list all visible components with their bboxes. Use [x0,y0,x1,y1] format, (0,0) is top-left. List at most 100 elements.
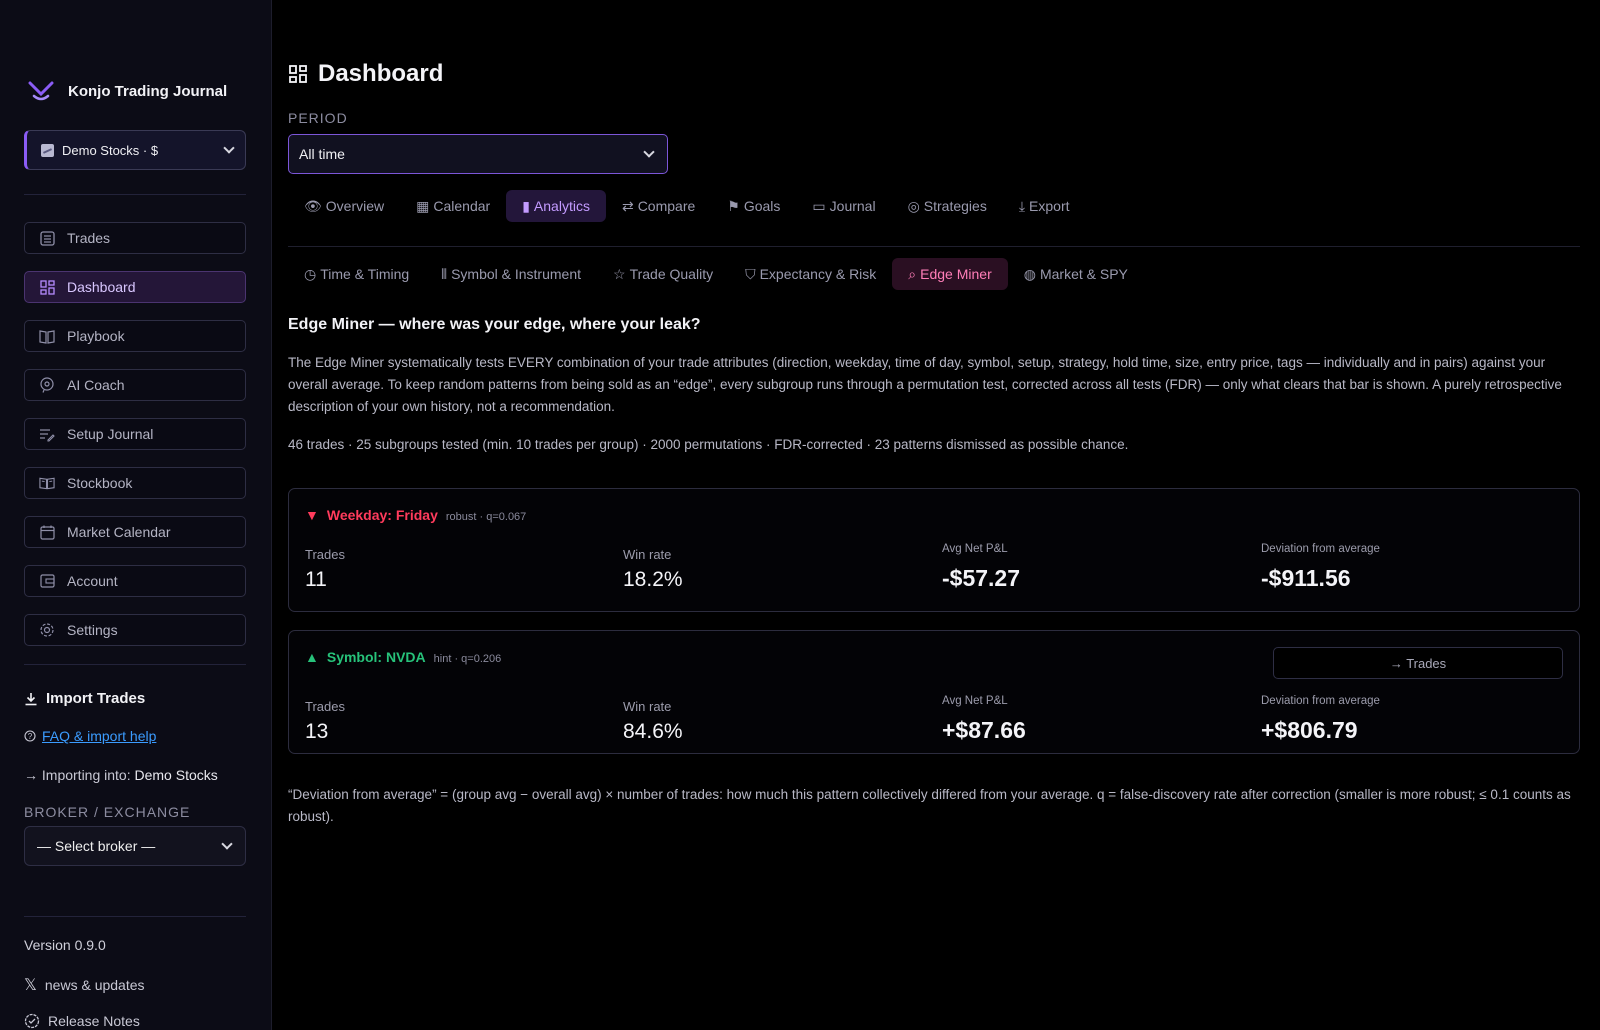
page-title-text: Dashboard [318,60,444,87]
subtab-time-timing[interactable]: ◷ Time & Timing [288,258,425,290]
metric-winrate: Win rate 18.2% [623,547,683,592]
help-icon: ? [24,730,36,742]
import-trades-title: Import Trades [24,690,145,707]
section-description: The Edge Miner systematically tests EVER… [288,355,1562,414]
metric-value: -$57.27 [942,565,1021,591]
release-notes-link[interactable]: Release Notes [24,1013,140,1029]
calendar-icon: ▦ [416,197,430,214]
pattern-meta: robust · q=0.067 [445,511,527,523]
tab-goals[interactable]: ⚑ Goals [711,190,796,222]
page-title: Dashboard [288,60,443,88]
sidebar-item-setup-journal[interactable]: Setup Journal [24,418,246,450]
bar-chart-icon: ▮ [522,197,530,214]
account-select[interactable]: Demo Stocks · $ [24,130,246,170]
list-icon [39,230,55,246]
pattern-name: Symbol: NVDA [326,649,426,665]
metric-label: Avg Net P&L [942,543,1008,555]
sidebar-nav: Trades Dashboard Playbook AI Coach Setup… [24,222,246,663]
candles-icon: ⫴ [441,265,448,282]
divider [24,194,246,195]
edit-icon [39,426,55,442]
x-logo-icon: 𝕏 [24,977,37,994]
subtab-symbol-instrument[interactable]: ⫴ Symbol & Instrument [425,258,597,290]
subtab-expectancy-risk[interactable]: ⛉ Expectancy & Risk [729,258,892,290]
importing-target: Demo Stocks [134,767,218,783]
period-select[interactable]: All time [288,134,668,174]
eye-icon: 👁 [304,197,322,214]
metric-label: Trades [305,547,345,562]
tab-analytics[interactable]: ▮ Analytics [506,190,606,222]
logo-icon [28,81,54,101]
subtab-edge-miner[interactable]: ⌕ Edge Miner [892,258,1008,290]
broker-label: BROKER / EXCHANGE [24,804,191,820]
brand-name: Konjo Trading Journal [68,82,228,100]
sidebar: Konjo Trading Journal Demo Stocks · $ Tr… [0,0,272,1030]
sidebar-item-trades[interactable]: Trades [24,222,246,254]
tab-overview[interactable]: 👁 Overview [288,190,400,222]
sidebar-item-label: Market Calendar [67,524,171,540]
sidebar-item-ai-coach[interactable]: AI Coach [24,369,246,401]
subtab-label: Symbol & Instrument [451,266,581,282]
brand[interactable]: Konjo Trading Journal [28,80,227,102]
broker-select[interactable]: — Select broker — [24,826,246,866]
metric-value: 11 [305,568,327,591]
tab-label: Compare [637,198,696,214]
book-icon: ▭ [812,197,826,214]
subtab-market-spy[interactable]: ◍ Market & SPY [1008,258,1144,290]
tab-calendar[interactable]: ▦ Calendar [400,190,506,222]
sidebar-item-settings[interactable]: Settings [24,614,246,646]
chevron-down-icon [221,838,233,850]
sidebar-item-dashboard[interactable]: Dashboard [24,271,246,303]
chevron-down-icon [643,146,655,158]
metric-value: +$806.79 [1261,717,1358,743]
sidebar-item-playbook[interactable]: Playbook [24,320,246,352]
dashboard-icon [289,65,307,83]
divider [24,664,246,665]
faq-link[interactable]: FAQ & import help [42,728,157,744]
chevron-down-icon [223,142,235,154]
stats-summary: 46 trades · 25 subgroups tested (min. 10… [288,437,1129,452]
subtab-label: Trade Quality [629,266,714,282]
sidebar-item-label: AI Coach [67,377,125,393]
tab-strategies[interactable]: ◎ Strategies [892,190,1003,222]
chart-icon [41,143,54,157]
metric-avg-pnl: Avg Net P&L +$87.66 [942,695,1026,744]
open-book-icon [39,475,55,491]
tab-compare[interactable]: ⇄ Compare [606,190,711,222]
main-tabs: 👁 Overview ▦ Calendar ▮ Analytics ⇄ Compare … [288,190,1086,222]
sidebar-item-market-calendar[interactable]: Market Calendar [24,516,246,548]
tab-label: Goals [743,198,781,214]
tab-label: Export [1029,198,1070,214]
tab-journal[interactable]: ▭ Journal [796,190,891,222]
metric-trades: Trades 13 [305,699,345,744]
pattern-card: ▲ Symbol: NVDA hint · q=0.206 → Trades T… [288,630,1580,754]
metric-deviation: Deviation from average +$806.79 [1261,695,1380,744]
sidebar-item-label: Trades [67,230,111,246]
metric-label: Win rate [623,547,672,562]
metric-trades: Trades 11 [305,547,345,592]
clock-icon: ◷ [304,265,317,282]
account-label: Demo Stocks · $ [62,142,159,158]
view-trades-button[interactable]: → Trades [1273,647,1563,679]
pattern-meta: hint · q=0.206 [433,653,502,665]
sidebar-item-account[interactable]: Account [24,565,246,597]
subtab-label: Expectancy & Risk [759,266,877,282]
target-icon: ◎ [907,197,920,214]
metric-label: Deviation from average [1261,695,1380,707]
metric-value: -$911.56 [1261,565,1351,591]
news-link[interactable]: 𝕏 news & updates [24,975,145,995]
import-icon [25,692,37,705]
flag-icon: ⚑ [727,197,740,214]
search-icon: ⌕ [908,265,917,282]
sidebar-item-stockbook[interactable]: Stockbook [24,467,246,499]
wallet-icon [39,573,55,589]
subtab-trade-quality[interactable]: ☆ Trade Quality [597,258,729,290]
period-label: PERIOD [288,110,348,126]
tab-export[interactable]: ⤓ Export [1003,190,1086,222]
shield-icon: ⛉ [745,265,756,282]
metric-value: +$87.66 [942,717,1026,743]
calendar-icon [39,524,55,540]
metric-label: Avg Net P&L [942,695,1008,707]
version-label: Version 0.9.0 [24,937,106,953]
book-icon [39,328,55,344]
